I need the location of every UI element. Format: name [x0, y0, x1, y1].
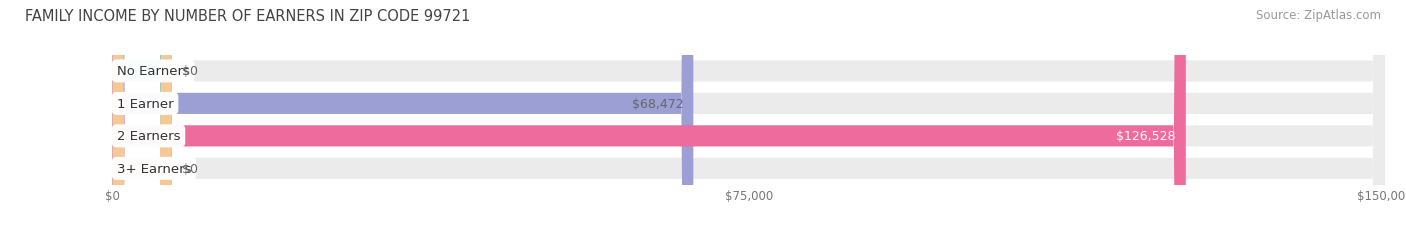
Text: $0: $0 [181, 162, 198, 175]
Text: FAMILY INCOME BY NUMBER OF EARNERS IN ZIP CODE 99721: FAMILY INCOME BY NUMBER OF EARNERS IN ZI… [25, 9, 471, 24]
Text: 3+ Earners: 3+ Earners [117, 162, 191, 175]
FancyBboxPatch shape [112, 0, 172, 231]
Text: 2 Earners: 2 Earners [117, 130, 180, 143]
FancyBboxPatch shape [112, 0, 1185, 231]
Text: $68,472: $68,472 [631, 97, 683, 110]
Text: $126,528: $126,528 [1116, 130, 1175, 143]
FancyBboxPatch shape [112, 0, 1385, 231]
FancyBboxPatch shape [112, 0, 1385, 231]
Text: Source: ZipAtlas.com: Source: ZipAtlas.com [1256, 9, 1381, 22]
Text: $0: $0 [181, 65, 198, 78]
FancyBboxPatch shape [112, 0, 172, 231]
Text: No Earners: No Earners [117, 65, 190, 78]
Text: 1 Earner: 1 Earner [117, 97, 173, 110]
FancyBboxPatch shape [112, 0, 1385, 231]
FancyBboxPatch shape [112, 0, 1385, 231]
FancyBboxPatch shape [112, 0, 693, 231]
